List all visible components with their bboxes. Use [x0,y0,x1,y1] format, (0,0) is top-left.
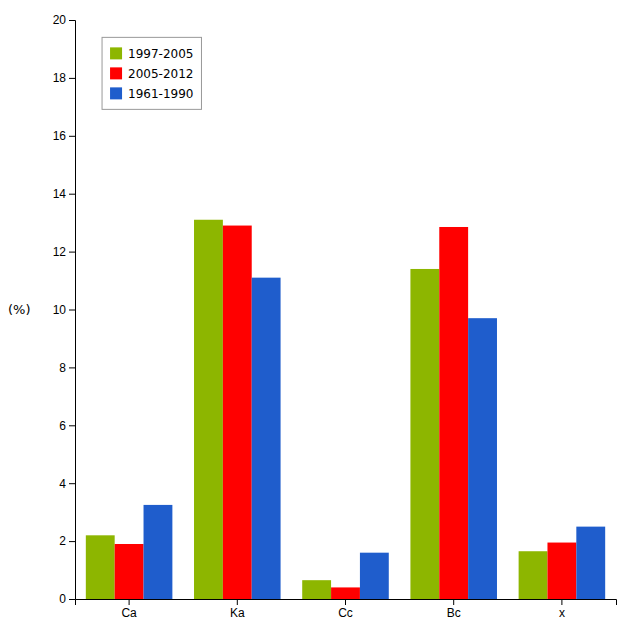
bar [547,543,576,599]
y-tick-label: 10 [53,303,67,317]
legend-swatch [110,47,122,59]
bar [194,220,223,599]
bar [223,226,252,599]
y-tick-mark [69,252,75,253]
bar [86,535,115,599]
bar [144,505,173,599]
bar [519,551,548,599]
y-tick-label: 0 [59,592,66,606]
legend-swatch [110,87,122,99]
y-tick-mark [69,483,75,484]
y-tick-label: 14 [53,187,67,201]
legend-label: 2005-2012 [128,67,193,81]
y-tick: 12 [53,245,75,259]
legend-box [102,37,201,109]
y-tick-label: 6 [59,419,66,433]
legend-item: 1997-2005 [110,47,193,61]
bar [576,527,605,599]
plot: 0 2 4 6 8 10 12 14 16 18 20 Ca Ka Cc Bc x 1997-2005 2005-… [53,13,617,619]
y-tick: 10 [53,303,75,317]
y-tick-label: 8 [59,361,66,375]
x-tick-label: Ca [121,606,137,620]
series [115,226,577,599]
y-tick-label: 2 [59,534,66,548]
x-axis-line [76,600,617,606]
y-tick: 6 [59,419,75,433]
y-tick-label: 18 [53,71,67,85]
x-tick-mark [345,599,346,605]
legend-label: 1997-2005 [128,47,193,61]
x-tick-mark [237,599,238,605]
chart: 0 2 4 6 8 10 12 14 16 18 20 Ca Ka Cc Bc x 1997-2005 2005-… [0,0,636,639]
y-tick: 2 [59,534,75,548]
x-tick-mark [561,599,562,605]
legend-item: 2005-2012 [110,67,193,81]
bars [86,220,605,599]
x-tick-label: Cc [338,606,353,620]
bar [252,278,281,599]
series [144,278,606,599]
x-tick-label: Bc [447,606,461,620]
x-tick-label: x [559,606,565,620]
y-tick-mark [69,310,75,311]
legend-swatch [110,67,122,79]
y-tick-label: 4 [59,477,66,491]
y-tick-mark [69,599,75,600]
y-tick: 16 [53,129,75,143]
x-tick: Ca [121,599,137,620]
y-axis: 0 2 4 6 8 10 12 14 16 18 20 [53,13,76,606]
x-tick: Ka [230,599,245,620]
x-tick-label: Ka [230,606,245,620]
x-tick: Bc [447,599,461,620]
y-tick-mark [69,425,75,426]
bar [360,553,389,599]
y-tick: 18 [53,71,75,85]
y-tick: 14 [53,187,75,201]
y-axis-title: (%) [8,302,31,317]
y-tick-mark [69,136,75,137]
legend-item: 1961-1990 [110,87,193,101]
x-tick-mark [129,599,130,605]
y-tick-mark [69,20,75,21]
x-tick: Cc [338,599,353,620]
x-axis: Ca Ka Cc Bc x [76,599,617,620]
y-tick: 8 [59,361,75,375]
y-tick-label: 12 [53,245,67,259]
bar [439,227,468,599]
legend-label: 1961-1990 [128,87,193,101]
y-axis-line [69,21,76,600]
y-tick-label: 20 [53,13,67,27]
y-tick-mark [69,541,75,542]
y-tick-label: 16 [53,129,67,143]
x-tick-mark [453,599,454,605]
bar [331,587,360,599]
bar [410,269,439,599]
x-tick: x [559,599,565,620]
series [86,220,548,599]
y-tick: 20 [53,13,75,27]
bar [115,544,144,599]
y-tick: 0 [59,592,75,606]
bar [302,580,331,599]
bar [468,318,497,599]
legend: 1997-2005 2005-2012 1961-1990 [102,37,201,109]
y-tick-mark [69,78,75,79]
y-tick: 4 [59,477,75,491]
y-tick-mark [69,367,75,368]
y-tick-mark [69,194,75,195]
